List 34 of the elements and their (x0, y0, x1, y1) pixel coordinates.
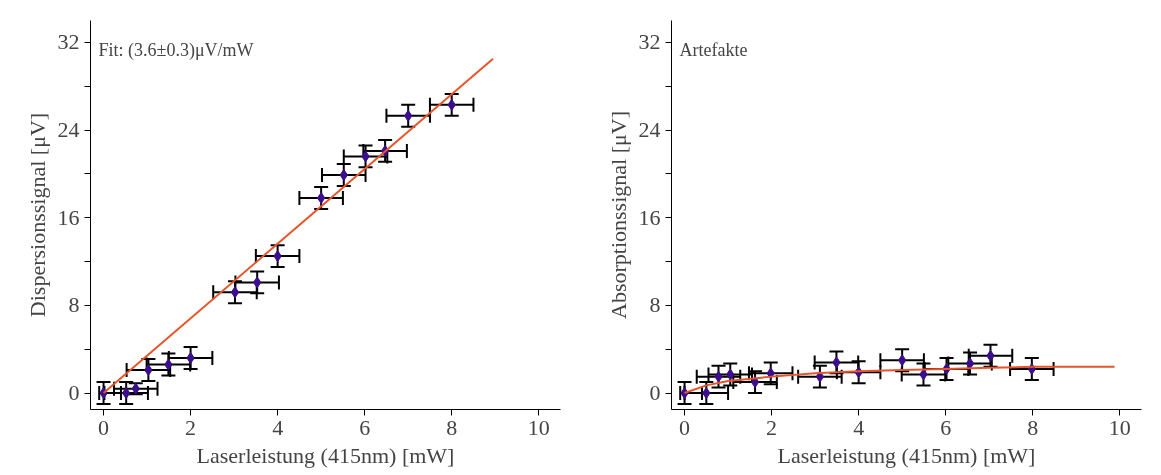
y-tick-label: 0 (649, 380, 661, 406)
y-tick-label: 24 (57, 117, 80, 143)
x-tick-label: 0 (679, 414, 691, 440)
point (316, 192, 326, 205)
point (339, 169, 348, 181)
x-tick-label: 4 (272, 414, 284, 440)
x-tick-label: 10 (1108, 414, 1131, 440)
y-tick-label: 8 (649, 292, 661, 318)
x-tick-label: 8 (1027, 414, 1039, 440)
x-axis-title: Laserleistung (415nm) [mW] (777, 442, 1036, 468)
point (230, 286, 240, 299)
y-axis-title: Absorptionssignal [μV] (605, 111, 631, 319)
x-tick-label: 4 (853, 414, 865, 440)
y-tick-label: 32 (57, 29, 80, 55)
x-tick-label: 6 (359, 414, 371, 440)
y-tick-label: 16 (57, 204, 80, 230)
point (186, 352, 195, 364)
x-axis-title: Laserleistung (415nm) [mW] (196, 442, 455, 468)
y-tick-label: 32 (638, 29, 661, 55)
y-tick-label: 8 (68, 292, 80, 318)
annotation: Artefakte (679, 39, 748, 60)
x-tick-label: 2 (185, 414, 197, 440)
y-tick-label: 16 (638, 204, 661, 230)
y-tick-label: 24 (638, 117, 661, 143)
x-tick-label: 2 (766, 414, 778, 440)
x-tick-label: 8 (446, 414, 458, 440)
annotation: Fit: (3.6±0.3)μV/mW (98, 39, 254, 61)
x-tick-label: 10 (527, 414, 550, 440)
y-tick-label: 0 (68, 380, 80, 406)
x-tick-label: 6 (940, 414, 952, 440)
point (897, 354, 907, 367)
x-tick-label: 0 (98, 414, 110, 440)
point (750, 376, 760, 389)
y-axis-title: Dispersionssignal [μV] (24, 112, 50, 318)
